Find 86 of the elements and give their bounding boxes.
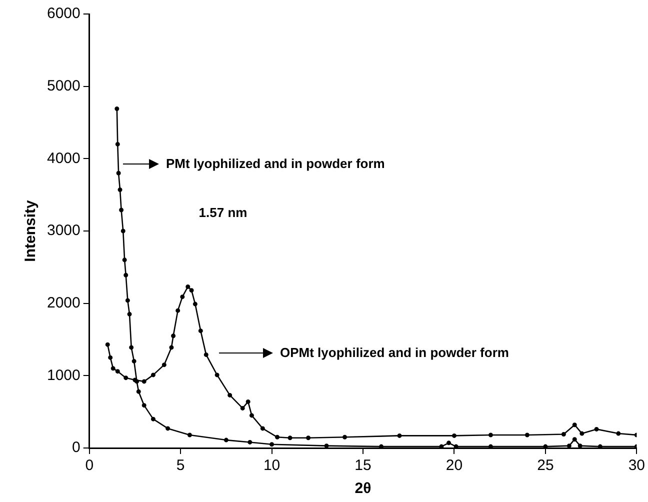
point [118, 188, 122, 192]
point [260, 426, 265, 431]
point [127, 312, 132, 316]
point [598, 444, 602, 448]
point [108, 355, 113, 360]
annotation: OPMt lyophilized and in powder form [280, 345, 509, 360]
point [578, 444, 582, 448]
point [616, 431, 621, 436]
y-tick-label: 5000 [46, 77, 80, 94]
x-tick-label: 15 [354, 457, 372, 474]
point [488, 444, 493, 448]
point [566, 444, 572, 448]
point [306, 436, 311, 440]
point [162, 362, 166, 368]
point [240, 406, 245, 410]
x-tick-label: 25 [537, 457, 554, 474]
point [204, 352, 208, 357]
x-tick-label: 5 [176, 457, 185, 474]
point [572, 422, 577, 428]
point [248, 440, 252, 444]
point [176, 308, 180, 313]
point [166, 426, 170, 431]
point [543, 444, 548, 448]
point [129, 345, 134, 350]
point [572, 437, 577, 442]
point [275, 434, 280, 440]
point [115, 369, 120, 374]
point [224, 438, 228, 442]
point [124, 376, 128, 380]
point [132, 358, 136, 364]
point [142, 403, 146, 408]
point [288, 436, 292, 440]
point [397, 433, 402, 438]
point [124, 272, 128, 278]
point [524, 432, 530, 438]
point [150, 416, 156, 422]
point [214, 372, 220, 378]
point [114, 106, 120, 112]
point [116, 170, 121, 176]
point [379, 444, 384, 448]
y-tick-label: 3000 [46, 222, 80, 240]
x-axis-title: 2θ [354, 480, 372, 498]
point [180, 294, 185, 300]
point [187, 432, 192, 438]
point [105, 342, 110, 347]
point [249, 413, 254, 418]
x-tick-label: 30 [628, 457, 645, 474]
point [198, 328, 203, 334]
point [580, 431, 584, 436]
point [439, 444, 444, 448]
point [228, 392, 232, 398]
x-tick-label: 20 [446, 457, 463, 474]
point [150, 372, 156, 378]
point [446, 440, 452, 446]
y-tick-label: 6000 [46, 5, 80, 22]
point [192, 302, 198, 306]
point [120, 228, 126, 234]
point [171, 334, 176, 338]
point [270, 442, 274, 447]
point [122, 258, 127, 262]
y-tick-label: 2000 [46, 294, 80, 312]
y-axis-title: Intensity [22, 200, 40, 262]
point [488, 432, 493, 438]
y-tick-label: 4000 [46, 150, 80, 167]
point [115, 142, 120, 146]
point [342, 434, 348, 440]
point [142, 379, 146, 384]
point [186, 284, 190, 289]
point [169, 345, 174, 350]
annotation: PMt lyophilized and in powder form [166, 156, 385, 171]
annotation: 1.57 nm [198, 205, 248, 220]
point [136, 389, 141, 394]
point [561, 432, 566, 437]
x-tick-label: 0 [85, 457, 94, 474]
point [454, 444, 458, 448]
point [110, 366, 116, 371]
point [119, 208, 124, 212]
point [324, 444, 329, 448]
point [189, 288, 194, 293]
point [452, 433, 456, 438]
point [246, 399, 250, 404]
y-tick-label: 1000 [46, 366, 80, 384]
x-tick-label: 10 [263, 457, 280, 474]
point [125, 298, 130, 303]
point [594, 426, 599, 432]
y-tick-label: 0 [72, 439, 80, 456]
